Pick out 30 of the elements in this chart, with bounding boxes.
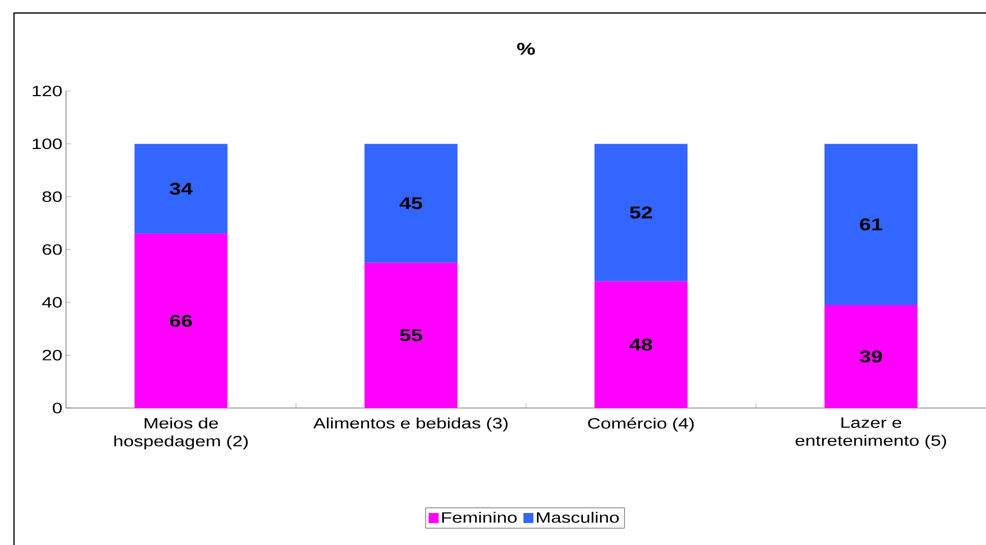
data-label: 39 [860, 350, 882, 362]
chart-title: % [517, 42, 535, 55]
y-tick-label: 60 [42, 244, 62, 255]
bar [594, 281, 688, 408]
x-tick-label: Alimentos e bebidas (3) [313, 418, 508, 432]
data-label: 52 [630, 206, 652, 219]
x-tick-label: Comércio (4) [588, 418, 694, 432]
data-label: 45 [400, 197, 422, 210]
data-label: 66 [170, 314, 192, 327]
y-tick-label: 100 [32, 138, 62, 150]
bar [364, 262, 458, 408]
y-tick-label: 120 [32, 86, 62, 96]
legend-label: Masculino [536, 512, 619, 523]
y-tick-label: 80 [42, 191, 62, 202]
y-tick-label: 40 [42, 297, 62, 308]
bar [364, 144, 458, 263]
bar [824, 144, 918, 305]
x-tick-label: Lazer e entretenimento (5) [796, 418, 946, 449]
data-label: 34 [170, 182, 193, 195]
data-label: 55 [400, 329, 422, 342]
bar [134, 234, 228, 408]
y-tick-label: 0 [52, 402, 62, 414]
bar [824, 304, 918, 408]
legend-label: Feminino [442, 512, 517, 523]
data-label: 61 [860, 218, 882, 230]
bar [134, 144, 228, 234]
x-tick-label: Meios de hospedagem (2) [114, 418, 248, 450]
data-label: 48 [630, 338, 652, 351]
bar [594, 144, 688, 282]
y-tick-label: 20 [42, 350, 62, 360]
